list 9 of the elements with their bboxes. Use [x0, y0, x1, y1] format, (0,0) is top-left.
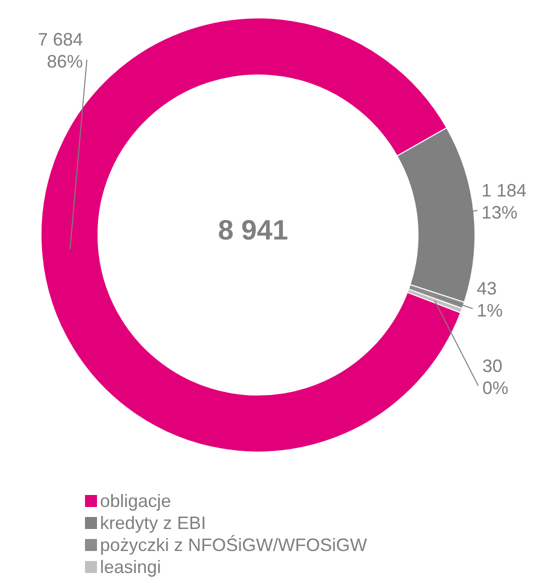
legend-label: kredyty z EBI [100, 512, 206, 534]
legend-label: pożyczki z NFOŚiGW/WFOSiGW [100, 534, 367, 556]
data-label: 7 684 86% [38, 30, 83, 72]
data-label: 43 1% [476, 278, 503, 321]
data-label: 1 184 13% [482, 180, 527, 222]
legend-label: leasingi [100, 556, 162, 578]
data-label: 30 0% [482, 356, 508, 398]
legend-label: obligacje [100, 490, 172, 512]
text: 8 941 [218, 214, 288, 246]
